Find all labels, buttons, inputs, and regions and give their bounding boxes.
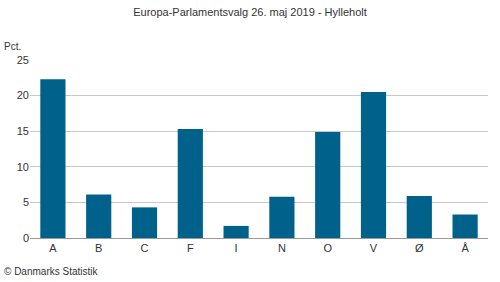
svg-text:V: V <box>370 242 378 254</box>
svg-text:Å: Å <box>461 242 469 254</box>
svg-text:B: B <box>95 242 102 254</box>
svg-text:0: 0 <box>23 232 29 244</box>
svg-text:15: 15 <box>17 125 29 137</box>
svg-text:25: 25 <box>17 54 29 66</box>
svg-text:20: 20 <box>17 89 29 101</box>
svg-text:Ø: Ø <box>415 242 424 254</box>
svg-text:C: C <box>141 242 149 254</box>
svg-text:F: F <box>187 242 194 254</box>
svg-text:10: 10 <box>17 161 29 173</box>
svg-text:5: 5 <box>23 196 29 208</box>
svg-text:O: O <box>323 242 332 254</box>
svg-text:A: A <box>49 242 57 254</box>
svg-text:© Danmarks Statistik: © Danmarks Statistik <box>4 266 99 277</box>
svg-text:Pct.: Pct. <box>4 41 21 52</box>
svg-text:Europa-Parlamentsvalg 26. maj: Europa-Parlamentsvalg 26. maj 2019 - Hyl… <box>133 6 367 18</box>
svg-text:N: N <box>278 242 286 254</box>
svg-text:I: I <box>235 242 238 254</box>
